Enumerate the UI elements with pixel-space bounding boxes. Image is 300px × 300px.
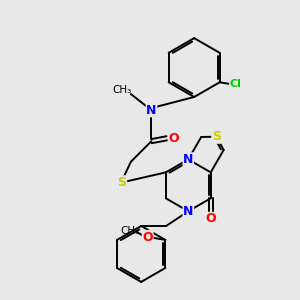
Text: N: N	[183, 205, 194, 218]
Text: CH₃: CH₃	[112, 85, 132, 94]
Text: N: N	[146, 104, 157, 117]
Text: O: O	[142, 230, 153, 244]
Text: N: N	[183, 153, 194, 166]
Text: O: O	[168, 132, 179, 145]
Text: S: S	[212, 130, 221, 143]
Text: Cl: Cl	[230, 79, 242, 89]
Text: S: S	[118, 176, 127, 189]
Text: O: O	[206, 212, 216, 225]
Text: CH₃: CH₃	[120, 226, 140, 236]
